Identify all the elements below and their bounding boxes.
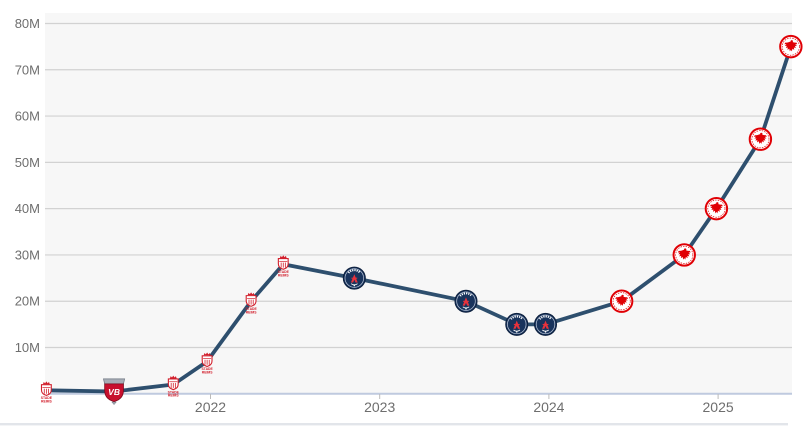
marker-vejle-logo[interactable]: VB	[103, 378, 126, 406]
psg-inner-ring	[456, 291, 476, 311]
reims-label: STADE	[168, 390, 180, 394]
psg-eiffel-bar	[351, 277, 358, 279]
marker-eintracht-frankfurt-logo[interactable]	[672, 243, 696, 267]
marker-eintracht-frankfurt-logo[interactable]	[704, 196, 729, 221]
psg-cradle-icon	[462, 306, 470, 309]
x-axis-label: 2024	[533, 399, 564, 415]
psg-paris-text-arc	[347, 269, 361, 274]
psg-eiffel-bar	[463, 300, 469, 302]
marker-psg-logo[interactable]	[342, 266, 366, 290]
psg-cradle-icon	[542, 329, 549, 332]
psg-cradle-icon	[350, 283, 358, 286]
reims-label: REIMS	[168, 394, 179, 398]
frankfurt-eagle-icon	[710, 203, 723, 214]
y-axis-label: 50M	[15, 155, 40, 170]
reims-label: STADE	[41, 396, 53, 400]
frankfurt-eagle-icon	[784, 41, 798, 52]
psg-inner-ring	[535, 314, 556, 335]
bottom-divider	[0, 423, 788, 426]
frankfurt-eagle-icon	[754, 134, 767, 144]
frankfurt-wreath-ring	[751, 130, 770, 149]
reims-label: REIMS	[246, 310, 257, 314]
x-axis-label: 2023	[364, 399, 395, 415]
frankfurt-wreath-ring	[781, 37, 800, 56]
x-axis-label: 2025	[703, 399, 734, 415]
vejle-tip-icon	[111, 401, 117, 406]
y-axis-label: 80M	[15, 16, 40, 31]
frankfurt-eagle-icon	[677, 249, 691, 260]
psg-fleur-icon	[544, 331, 547, 333]
vejle-chief-icon	[103, 378, 126, 385]
y-axis-label: 40M	[15, 201, 40, 216]
frankfurt-wreath-ring	[675, 245, 694, 264]
psg-cradle-icon	[513, 329, 521, 332]
frankfurt-eagle-head	[716, 202, 719, 205]
psg-inner-ring	[507, 314, 527, 335]
reims-crown-icon	[247, 292, 255, 296]
frankfurt-wreath-ring	[707, 199, 726, 218]
reims-crown-icon	[169, 375, 177, 379]
x-axis-label: 2022	[195, 399, 226, 415]
frankfurt-eagle-head	[683, 248, 687, 251]
reims-crown-icon	[203, 352, 211, 356]
reims-label: STADE	[278, 270, 290, 274]
psg-paris-text-arc	[459, 292, 473, 297]
y-axis-label: 70M	[15, 62, 40, 77]
reims-label: REIMS	[202, 371, 213, 375]
reims-crown-icon	[279, 255, 287, 259]
marker-eintracht-frankfurt-logo[interactable]	[609, 289, 634, 313]
y-axis-label: 10M	[15, 340, 40, 355]
marker-psg-logo[interactable]	[534, 312, 558, 336]
marker-psg-logo[interactable]	[454, 289, 478, 313]
psg-paris-text-arc	[510, 315, 524, 320]
frankfurt-eagle-icon	[615, 296, 629, 306]
frankfurt-wreath-ring	[612, 292, 631, 311]
vejle-monogram: VB	[108, 387, 120, 397]
reims-label: STADE	[201, 367, 213, 371]
reims-label: STADE	[245, 307, 257, 311]
y-axis-label: 30M	[15, 247, 40, 262]
psg-fleur-icon	[353, 284, 356, 287]
frankfurt-eagle-head	[621, 294, 624, 298]
psg-paris-text-arc	[538, 315, 553, 320]
psg-eiffel-bar	[513, 323, 520, 325]
marker-psg-logo[interactable]	[505, 312, 529, 336]
psg-fleur-icon	[465, 308, 467, 310]
psg-inner-ring	[344, 268, 364, 288]
psg-eiffel-bar	[542, 323, 549, 325]
y-axis-label: 60M	[15, 109, 40, 124]
plot-area	[45, 13, 792, 394]
frankfurt-eagle-head	[790, 40, 793, 43]
psg-fleur-icon	[516, 331, 518, 333]
reims-label: REIMS	[278, 273, 289, 277]
frankfurt-eagle-head	[760, 132, 763, 136]
marker-eintracht-frankfurt-logo[interactable]	[779, 34, 803, 59]
reims-crown-icon	[42, 381, 50, 385]
marker-eintracht-frankfurt-logo[interactable]	[748, 127, 773, 151]
y-axis-label: 20M	[15, 294, 40, 309]
reims-label: REIMS	[41, 400, 52, 404]
vejle-shield-icon	[104, 383, 124, 403]
